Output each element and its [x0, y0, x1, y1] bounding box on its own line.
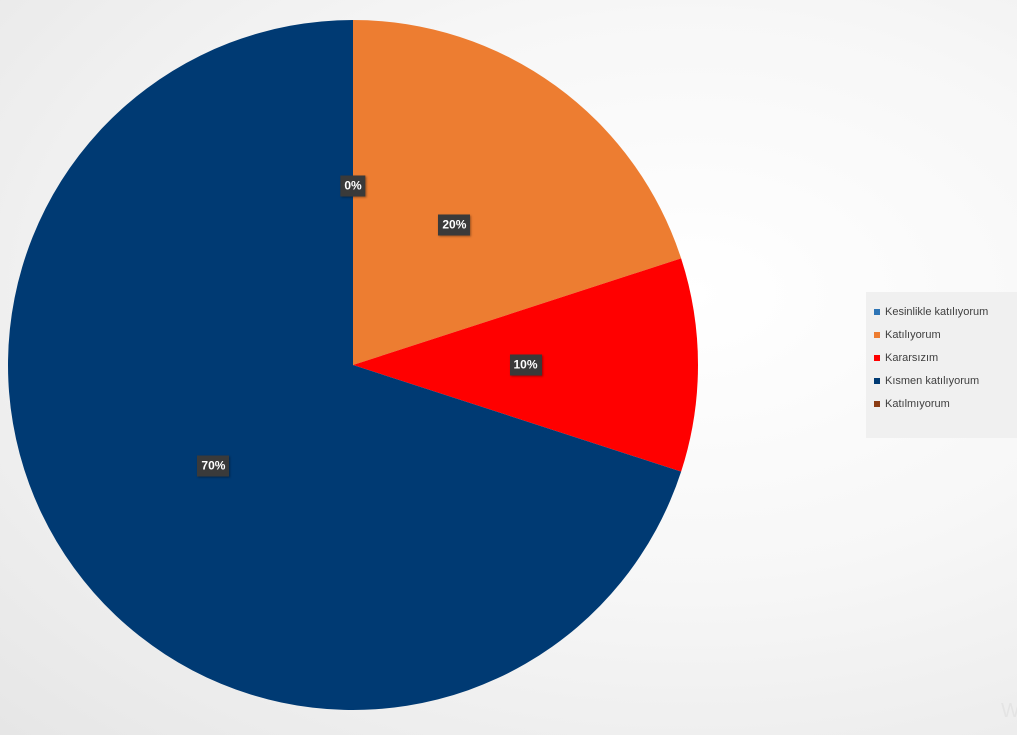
watermark: W — [1001, 700, 1017, 723]
legend-label: Kararsızım — [885, 352, 938, 364]
legend: Kesinlikle katılıyorum Katılıyorum Karar… — [866, 292, 1017, 438]
legend-label: Kesinlikle katılıyorum — [885, 306, 988, 318]
legend-item-katilmiyorum: Katılmıyorum — [874, 392, 1017, 415]
legend-swatch — [874, 401, 880, 407]
legend-swatch — [874, 378, 880, 384]
legend-label: Katılmıyorum — [885, 398, 950, 410]
data-label-kismen-katiliyorum: 70% — [197, 456, 229, 477]
legend-swatch — [874, 309, 880, 315]
legend-item-kararsizim: Kararsızım — [874, 346, 1017, 369]
legend-item-kesinlikle-katiliyorum: Kesinlikle katılıyorum — [874, 300, 1017, 323]
legend-swatch — [874, 332, 880, 338]
data-label-kesinlikle-katiliyorum: 0% — [340, 175, 365, 196]
pie-slices — [8, 20, 698, 710]
data-label-katiliyorum: 20% — [438, 215, 470, 236]
legend-label: Katılıyorum — [885, 329, 941, 341]
legend-label: Kısmen katılıyorum — [885, 375, 979, 387]
data-label-kararsizim: 10% — [509, 355, 541, 376]
legend-item-katiliyorum: Katılıyorum — [874, 323, 1017, 346]
legend-item-kismen-katiliyorum: Kısmen katılıyorum — [874, 369, 1017, 392]
legend-swatch — [874, 355, 880, 361]
